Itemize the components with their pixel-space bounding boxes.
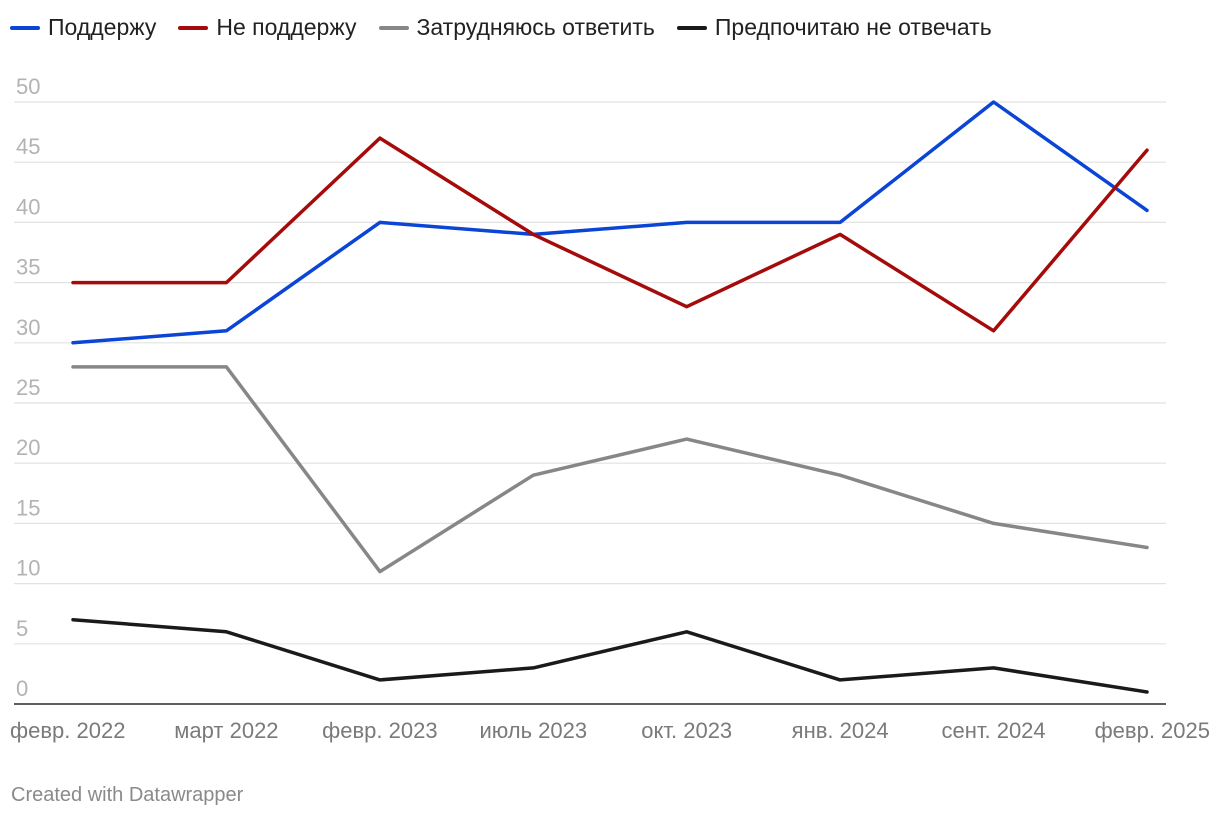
legend-swatch	[676, 25, 707, 30]
series-lines	[71, 100, 1149, 694]
legend-swatch	[10, 25, 40, 30]
y-tick-label: 25	[16, 375, 40, 400]
y-tick-label: 35	[16, 255, 40, 280]
legend-swatch	[378, 25, 409, 30]
credit-text: Created with Datawrapper	[11, 784, 244, 806]
x-tick-label: окт. 2023	[641, 718, 732, 743]
legend-item-1: Поддержу	[10, 14, 156, 41]
y-tick-label: 5	[16, 616, 28, 641]
x-tick-label: июль 2023	[479, 718, 587, 743]
legend-item-3: Затрудняюсь ответить	[378, 14, 655, 41]
series-line-3	[71, 365, 1149, 574]
series-line-2	[71, 136, 1149, 333]
x-tick-label: сент. 2024	[941, 718, 1045, 743]
x-tick-label: февр. 2022	[10, 718, 125, 743]
y-tick-label: 50	[16, 74, 40, 99]
legend-label: Поддержу	[48, 14, 157, 40]
x-axis-ticks: февр. 2022 март 2022 февр. 2023 июль 2023 ок…	[10, 718, 1210, 743]
legend-label: Предпочитаю не отвечать	[714, 14, 992, 40]
x-tick-label: февр. 2025	[1095, 718, 1210, 743]
legend-item-2: Не поддержу	[178, 14, 357, 41]
x-tick-label: февр. 2023	[322, 718, 437, 743]
y-tick-label: 20	[16, 435, 40, 460]
line-chart: 0 5 10 15 20 25 30 35 40 45 50 февр. 2022 март 2022…	[10, 74, 1210, 743]
y-axis-ticks: 0 5 10 15 20 25 30 35 40 45 50	[16, 74, 40, 701]
y-tick-label: 40	[16, 194, 40, 219]
y-tick-label: 45	[16, 134, 40, 159]
legend-label: Не поддержу	[216, 14, 357, 40]
y-tick-label: 15	[16, 495, 40, 520]
series-line-4	[71, 617, 1149, 694]
x-tick-label: март 2022	[174, 718, 278, 743]
grid-lines	[14, 101, 1166, 705]
legend-item-4: Предпочитаю не отвечать	[676, 14, 992, 41]
y-tick-label: 30	[16, 315, 40, 340]
x-tick-label: янв. 2024	[792, 718, 889, 743]
legend-label: Затрудняюсь ответить	[416, 14, 655, 40]
series-line-1	[71, 100, 1149, 345]
chart-legend: Поддержу Не поддержу Затрудняюсь ответить П…	[10, 14, 992, 41]
y-tick-label: 10	[16, 556, 40, 581]
legend-swatch	[178, 25, 209, 30]
y-tick-label: 0	[16, 676, 28, 701]
